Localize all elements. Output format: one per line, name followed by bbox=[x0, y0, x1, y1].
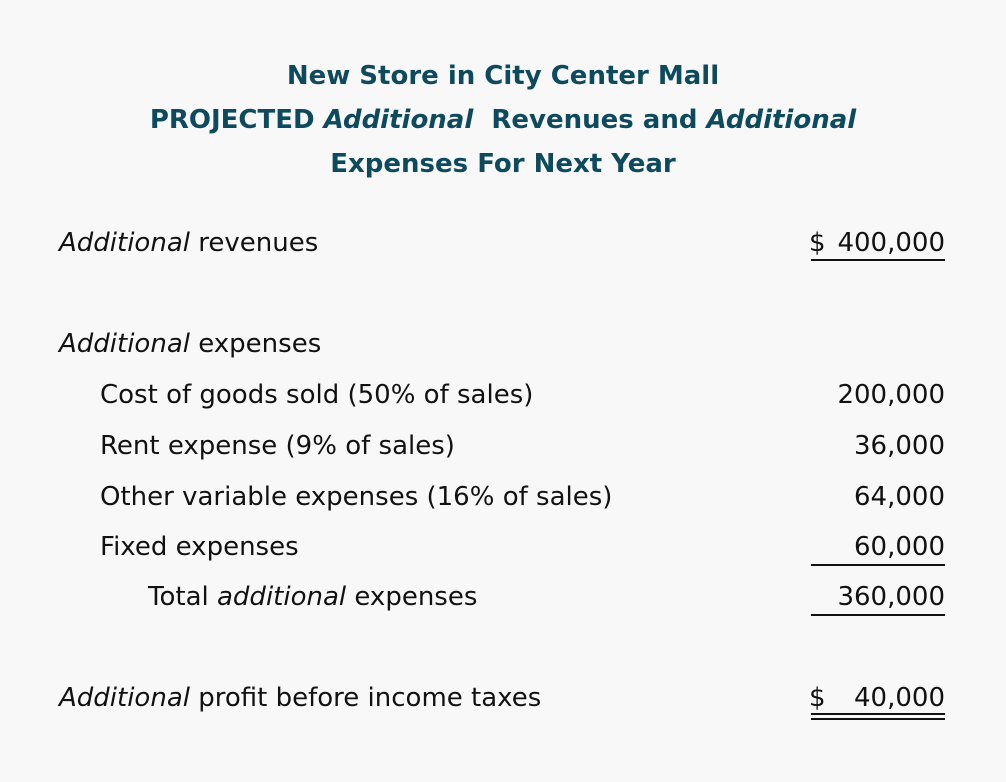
title-line-1: New Store in City Center Mall bbox=[286, 61, 720, 91]
revenues-label: Additional revenues bbox=[59, 228, 318, 258]
title-line-3: Expenses For Next Year bbox=[330, 149, 676, 179]
expenses-heading-row: Additional expenses bbox=[0, 321, 1006, 371]
expenses-heading-italic: Additional bbox=[59, 329, 190, 359]
expense-label-fixed: Fixed expenses bbox=[100, 532, 299, 562]
title-additional-1: Additional bbox=[323, 105, 474, 135]
title-projected: PROJECTED bbox=[149, 105, 324, 135]
expense-amount-fixed: 60,000 bbox=[854, 532, 945, 562]
expense-label-rent: Rent expense (9% of sales) bbox=[100, 431, 455, 461]
total-label-rest: expenses bbox=[346, 582, 478, 612]
expense-label-other-variable: Other variable expenses (16% of sales) bbox=[100, 482, 613, 512]
title-additional-2: Additional bbox=[706, 105, 857, 135]
total-label-italic: additional bbox=[217, 582, 347, 612]
profit-label: Additional profit before income taxes bbox=[59, 683, 541, 713]
profit-amount: $40,000 bbox=[809, 683, 945, 713]
profit-value: 40,000 bbox=[854, 683, 945, 713]
total-expenses-underline bbox=[811, 614, 945, 616]
expense-amount-rent: 36,000 bbox=[854, 431, 945, 461]
total-expenses-amount: 360,000 bbox=[837, 582, 945, 612]
statement-title: New Store in City Center Mall PROJECTED … bbox=[0, 54, 1006, 186]
expense-amount-other-variable: 64,000 bbox=[854, 482, 945, 512]
expense-row-fixed: Fixed expenses 60,000 bbox=[0, 524, 1006, 574]
revenues-label-italic: Additional bbox=[59, 228, 190, 258]
profit-label-rest: profit before income taxes bbox=[189, 683, 542, 713]
revenues-underline bbox=[811, 259, 945, 261]
expense-row-cogs: Cost of goods sold (50% of sales) 200,00… bbox=[0, 372, 1006, 422]
profit-currency: $ bbox=[809, 683, 826, 713]
revenues-row: Additional revenues $400,000 bbox=[0, 220, 1006, 270]
fixed-expenses-underline bbox=[811, 564, 945, 566]
title-middle: Revenues and bbox=[473, 105, 707, 135]
total-expenses-label: Total additional expenses bbox=[148, 582, 477, 612]
total-label-prefix: Total bbox=[148, 582, 217, 612]
profit-label-italic: Additional bbox=[59, 683, 190, 713]
revenues-amount: $400,000 bbox=[809, 228, 945, 258]
revenues-label-rest: revenues bbox=[189, 228, 319, 258]
revenues-value: 400,000 bbox=[837, 228, 945, 258]
profit-row: Additional profit before income taxes $4… bbox=[0, 675, 1006, 725]
expense-label-cogs: Cost of goods sold (50% of sales) bbox=[100, 380, 534, 410]
expense-amount-cogs: 200,000 bbox=[837, 380, 945, 410]
total-expenses-row: Total additional expenses 360,000 bbox=[0, 574, 1006, 624]
revenues-currency: $ bbox=[809, 228, 826, 258]
profit-double-underline bbox=[811, 713, 945, 720]
expenses-heading-label: Additional expenses bbox=[59, 329, 321, 359]
expense-row-other-variable: Other variable expenses (16% of sales) 6… bbox=[0, 474, 1006, 524]
expense-row-rent: Rent expense (9% of sales) 36,000 bbox=[0, 423, 1006, 473]
title-line-2: PROJECTED Additional Revenues and Additi… bbox=[0, 98, 1006, 142]
expenses-heading-rest: expenses bbox=[189, 329, 322, 359]
